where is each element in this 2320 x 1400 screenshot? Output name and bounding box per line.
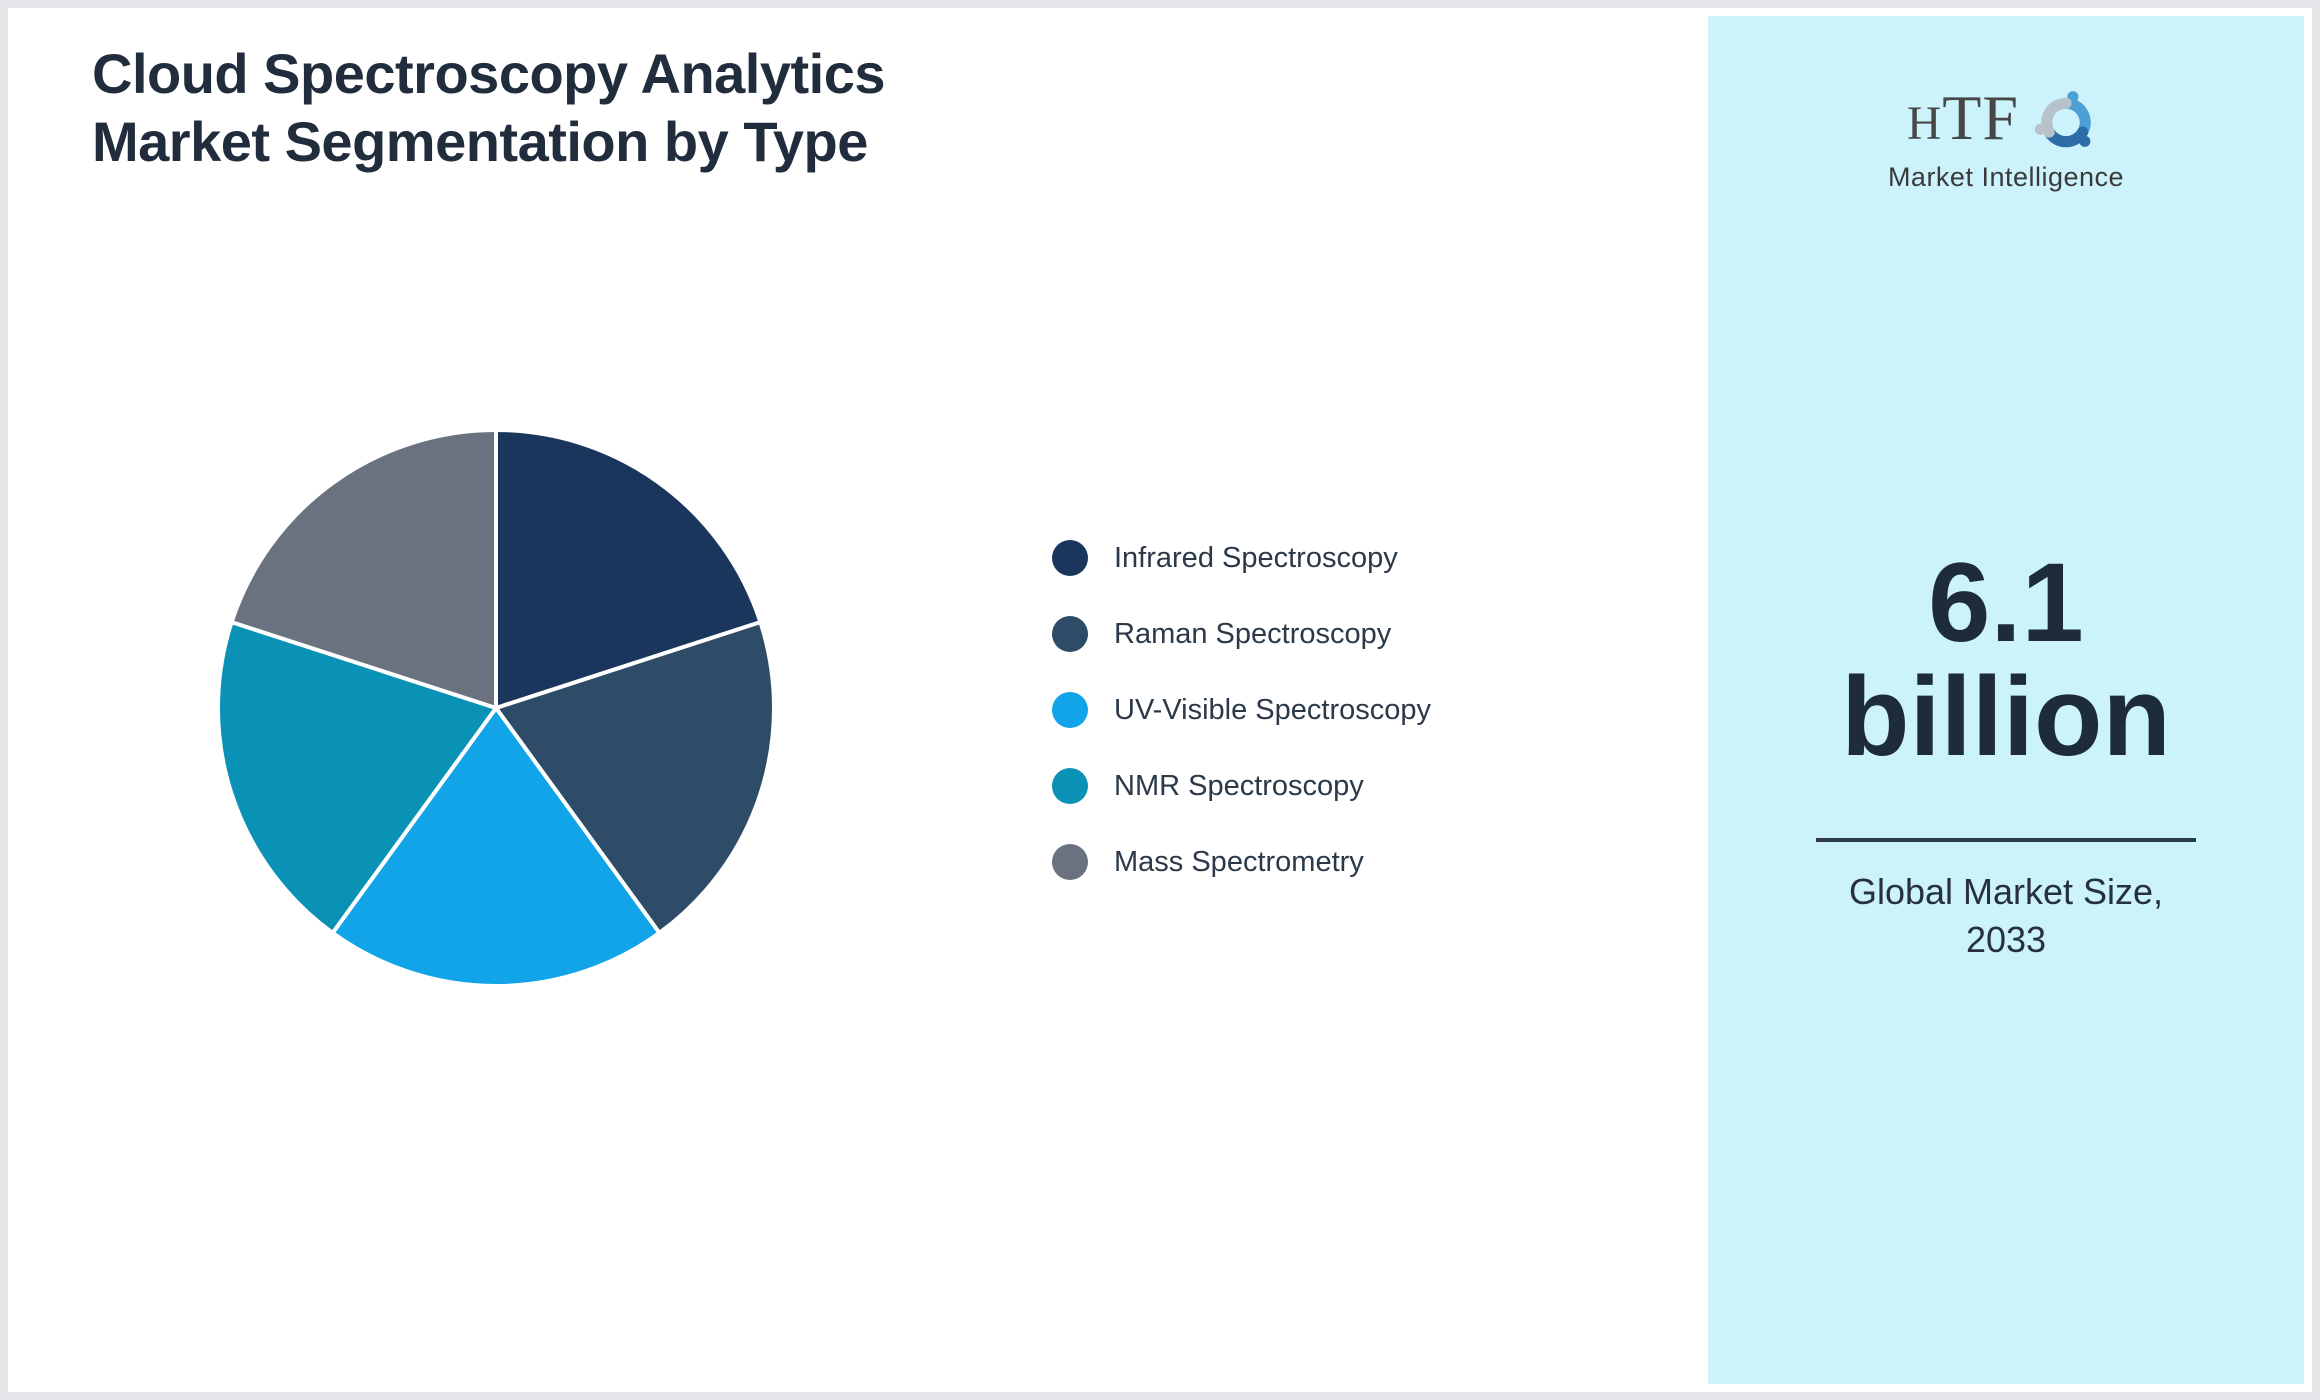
legend-item: UV-Visible Spectroscopy xyxy=(1052,688,1431,732)
legend-item: NMR Spectroscopy xyxy=(1052,764,1431,808)
swirl-figures-icon xyxy=(2034,91,2091,148)
brand-logo-text: HTF xyxy=(1907,82,2019,153)
divider-line xyxy=(1816,838,2196,842)
market-size-caption-line2: 2033 xyxy=(1965,919,2047,960)
market-size-block: 6.1 billion Global Market Size, 2033 xyxy=(1708,546,2304,964)
legend-label: Mass Spectrometry xyxy=(1114,845,1364,878)
pie-slice-uv-visible-spectroscopy xyxy=(330,706,662,988)
page-title: Cloud Spectroscopy Analytics Market Segm… xyxy=(92,40,886,176)
pie-slice-mass-spectrometry xyxy=(229,428,498,710)
page-title-line1: Cloud Spectroscopy Analytics xyxy=(92,42,886,105)
brand-logo-row: HTF xyxy=(1708,82,2304,160)
legend-item: Mass Spectrometry xyxy=(1052,840,1431,884)
legend-swatch-icon xyxy=(1052,844,1088,880)
market-size-caption: Global Market Size, 2033 xyxy=(1708,868,2304,964)
pie-chart xyxy=(216,428,776,988)
brand-logo-subtext: Market Intelligence xyxy=(1887,162,2125,192)
legend-swatch-icon xyxy=(1052,616,1088,652)
legend: Infrared Spectroscopy Raman Spectroscopy U… xyxy=(1052,536,1431,916)
pie-slice-raman-spectroscopy xyxy=(494,620,776,935)
page-title-line2: Market Segmentation by Type xyxy=(92,110,868,173)
legend-item: Raman Spectroscopy xyxy=(1052,612,1431,656)
market-size-caption-line1: Global Market Size, xyxy=(1848,871,2164,912)
legend-swatch-icon xyxy=(1052,768,1088,804)
market-size-value: 6.1 xyxy=(1928,540,2084,665)
legend-label: Raman Spectroscopy xyxy=(1114,617,1392,650)
pie-slice-infrared-spectroscopy xyxy=(494,428,763,710)
legend-swatch-icon xyxy=(1052,540,1088,576)
legend-label: Infrared Spectroscopy xyxy=(1114,541,1398,574)
legend-label: NMR Spectroscopy xyxy=(1114,769,1364,802)
brand-logo: HTF xyxy=(1708,82,2304,193)
legend-swatch-icon xyxy=(1052,692,1088,728)
pie-slice-nmr-spectroscopy xyxy=(216,620,498,935)
market-size-unit: billion xyxy=(1841,654,2171,779)
legend-item: Infrared Spectroscopy xyxy=(1052,536,1431,580)
legend-label: UV-Visible Spectroscopy xyxy=(1114,693,1432,726)
sidebar-panel: HTF xyxy=(1708,16,2304,1384)
